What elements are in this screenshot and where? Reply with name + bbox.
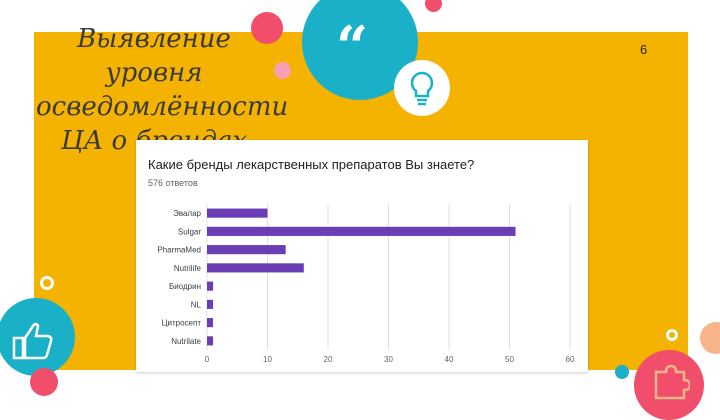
decor-circle-pink-left xyxy=(30,368,58,396)
category-label: PharmaMed xyxy=(157,246,201,255)
x-tick-label: 60 xyxy=(566,355,575,364)
chart-grid xyxy=(206,204,571,350)
thumbs-up-icon xyxy=(12,322,53,360)
bar xyxy=(207,263,304,273)
category-label: NL xyxy=(191,300,202,309)
category-label: Nutrilife xyxy=(174,264,202,273)
lightbulb-icon xyxy=(394,60,450,116)
page-number: 6 xyxy=(640,42,648,57)
bar xyxy=(207,281,214,291)
decor-circle-pink-dot xyxy=(425,0,442,12)
x-tick-label: 50 xyxy=(505,355,514,364)
category-label: Биодрин xyxy=(169,282,201,291)
bar xyxy=(207,318,214,328)
decor-circle-pink-top xyxy=(251,12,283,44)
bar xyxy=(207,336,214,346)
decor-circle-pink-small xyxy=(274,62,291,79)
chart-title: Какие бренды лекарственных препаратов Вы… xyxy=(148,157,474,172)
category-label: Nutrilate xyxy=(171,337,201,346)
bar-chart: Какие бренды лекарственных препаратов Вы… xyxy=(148,157,575,364)
chart-category-labels: Эвалар Sulgar PharmaMed Nutrilife Биодрин NL Ц… xyxy=(157,209,201,346)
bar xyxy=(207,208,268,218)
category-label: Sulgar xyxy=(178,227,201,236)
decor-circle-outline-right xyxy=(666,329,678,341)
category-label: Эвалар xyxy=(173,209,201,218)
chart-bars xyxy=(207,208,516,346)
category-label: Цитросепт xyxy=(162,319,202,328)
decor-circle-outline-left xyxy=(40,276,54,290)
chart-card: Какие бренды лекарственных препаратов Вы… xyxy=(136,140,588,372)
x-tick-label: 40 xyxy=(445,355,454,364)
chart-subtitle: 576 ответов xyxy=(148,178,198,188)
slide-title: Выявление уровня осведомлённости ЦА о бр… xyxy=(36,24,289,156)
decor-circle-teal-right xyxy=(615,365,629,379)
puzzle-icon xyxy=(654,364,690,400)
decor-circle-orange-right xyxy=(700,322,720,354)
bar xyxy=(207,245,286,255)
quote-mark: “ xyxy=(336,14,369,80)
x-tick-label: 0 xyxy=(205,355,210,364)
bar xyxy=(207,226,516,236)
bar xyxy=(207,299,214,309)
x-tick-label: 20 xyxy=(324,355,333,364)
x-tick-label: 30 xyxy=(384,355,393,364)
chart-x-ticks: 0 10 20 30 40 50 60 xyxy=(205,355,575,364)
x-tick-label: 10 xyxy=(263,355,272,364)
